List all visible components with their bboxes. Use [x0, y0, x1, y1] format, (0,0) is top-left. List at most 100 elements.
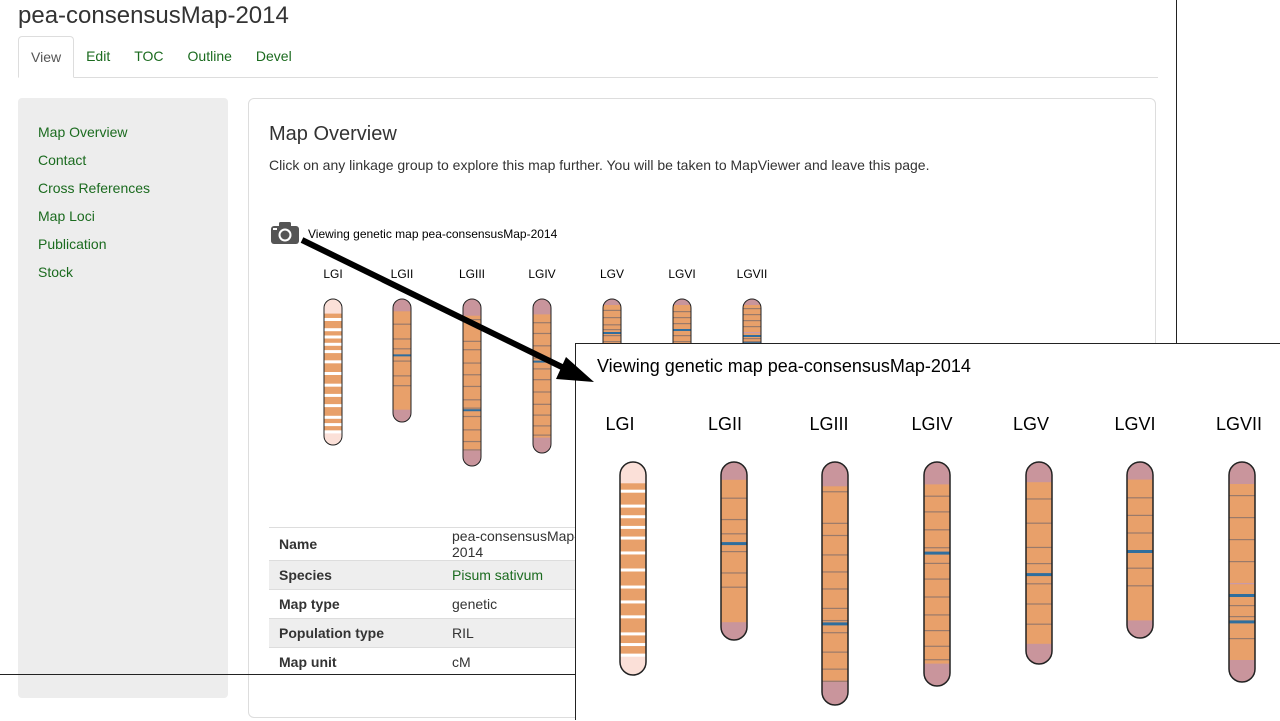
- map-info-table: Name pea-consensusMap-2014 Species Pisum…: [269, 527, 589, 676]
- marker-band: [324, 383, 342, 387]
- camera-icon[interactable]: [270, 221, 300, 245]
- marker-band: [924, 645, 950, 647]
- sidebar: Map Overview Contact Cross References Ma…: [18, 98, 228, 698]
- marker-band-highlight: [533, 360, 551, 363]
- marker-band: [463, 440, 481, 443]
- marker-band: [324, 423, 342, 427]
- marker-band: [463, 374, 481, 376]
- lg-label-LGIV[interactable]: LGIV: [911, 414, 953, 434]
- table-key-name: Name: [269, 527, 442, 561]
- chromosome-LGIV[interactable]: [532, 298, 552, 454]
- marker-band: [822, 522, 848, 524]
- marker-band: [620, 615, 646, 619]
- panel-title: Map Overview: [269, 123, 397, 145]
- marker-band-highlight: [603, 332, 621, 334]
- lg-label-LGVII[interactable]: LGVII: [736, 267, 768, 281]
- marker-band: [324, 335, 342, 339]
- marker-band: [533, 332, 551, 335]
- chromosome-LGVI[interactable]: [1126, 461, 1154, 639]
- marker-band: [1229, 638, 1255, 640]
- marker-band: [924, 511, 950, 513]
- marker-band-highlight: [822, 622, 848, 626]
- tab-outline[interactable]: Outline: [187, 48, 232, 64]
- marker-band: [822, 571, 848, 573]
- divider-line: [1176, 0, 1177, 343]
- chromosome-LGII[interactable]: [720, 461, 748, 641]
- table-value-map-type: genetic: [442, 589, 589, 619]
- marker-band: [324, 328, 342, 332]
- zoomed-map-canvas: [619, 461, 1256, 706]
- marker-band-highlight: [1229, 594, 1255, 597]
- chromosome-LGV[interactable]: [1025, 461, 1053, 665]
- marker-band: [463, 415, 481, 418]
- marker-band: [620, 632, 646, 636]
- lg-label-LGV[interactable]: LGV: [599, 267, 625, 281]
- sidebar-item-publication[interactable]: Publication: [38, 236, 107, 252]
- chromosome-LGIII[interactable]: [821, 461, 849, 706]
- marker-band: [463, 399, 481, 401]
- marker-band: [673, 317, 691, 319]
- lg-label-LGII[interactable]: LGII: [707, 414, 743, 434]
- marker-band: [463, 449, 481, 451]
- lg-label-LGV[interactable]: LGV: [1012, 414, 1050, 434]
- table-value-population-type: RIL: [442, 618, 589, 648]
- tab-edit[interactable]: Edit: [86, 48, 111, 64]
- chromosome-LGI[interactable]: [619, 461, 647, 676]
- marker-band: [603, 317, 621, 319]
- marker-band: [721, 533, 747, 535]
- marker-band: [743, 341, 761, 343]
- marker-band: [1229, 517, 1255, 519]
- marker-band: [1127, 567, 1153, 569]
- marker-band: [533, 357, 551, 359]
- lg-label-LGIII[interactable]: LGIII: [809, 414, 849, 434]
- chromosome-LGIV[interactable]: [923, 461, 951, 687]
- tab-devel[interactable]: Devel: [255, 48, 292, 64]
- table-key-species: Species: [269, 560, 442, 590]
- marker-band: [1026, 498, 1052, 500]
- lg-label-LGVI[interactable]: LGVI: [1114, 414, 1156, 434]
- marker-band-highlight: [721, 542, 747, 546]
- marker-band: [393, 338, 411, 340]
- chromosome-LGI[interactable]: [323, 298, 343, 446]
- table-row: Species Pisum sativum: [269, 560, 589, 590]
- tab-view[interactable]: View: [18, 36, 75, 78]
- marker-band: [924, 562, 950, 564]
- sidebar-item-contact[interactable]: Contact: [38, 152, 87, 168]
- marker-band: [1229, 539, 1255, 541]
- species-link[interactable]: Pisum sativum: [452, 567, 544, 583]
- marker-band: [393, 348, 411, 350]
- lg-label-LGVII[interactable]: LGVII: [1215, 414, 1263, 434]
- marker-band-highlight: [673, 329, 691, 331]
- sidebar-item-map-loci[interactable]: Map Loci: [38, 208, 95, 224]
- sidebar-item-stock[interactable]: Stock: [38, 264, 74, 280]
- marker-band: [620, 551, 646, 555]
- chromosome-LGVII[interactable]: [1228, 461, 1256, 683]
- lg-label-LGVI[interactable]: LGVI: [668, 267, 696, 281]
- marker-band: [1229, 583, 1255, 585]
- marker-band: [324, 430, 342, 434]
- marker-band: [533, 434, 551, 436]
- marker-band: [1127, 585, 1153, 587]
- marker-band: [822, 607, 848, 609]
- page-title: pea-consensusMap-2014: [18, 2, 289, 29]
- marker-band: [924, 547, 950, 549]
- marker-band: [463, 385, 481, 388]
- marker-band: [1127, 532, 1153, 534]
- marker-band: [463, 340, 481, 342]
- chromosome-outline: [821, 461, 849, 706]
- tab-toc[interactable]: TOC: [134, 48, 164, 64]
- sidebar-item-map-overview[interactable]: Map Overview: [38, 124, 128, 140]
- marker-band-highlight: [1229, 620, 1255, 624]
- marker-band: [721, 518, 747, 521]
- marker-band: [743, 314, 761, 316]
- chromosome-LGII[interactable]: [392, 298, 412, 423]
- sidebar-item-cross-references[interactable]: Cross References: [38, 180, 151, 196]
- marker-band: [533, 379, 551, 381]
- table-row: Map type genetic: [269, 589, 589, 619]
- lg-label-LGI[interactable]: LGI: [605, 414, 635, 434]
- chromosome-LGIII[interactable]: [462, 298, 482, 467]
- marker-band: [620, 525, 646, 529]
- marker-band: [393, 323, 411, 325]
- marker-band: [620, 653, 646, 657]
- marker-band: [324, 342, 342, 346]
